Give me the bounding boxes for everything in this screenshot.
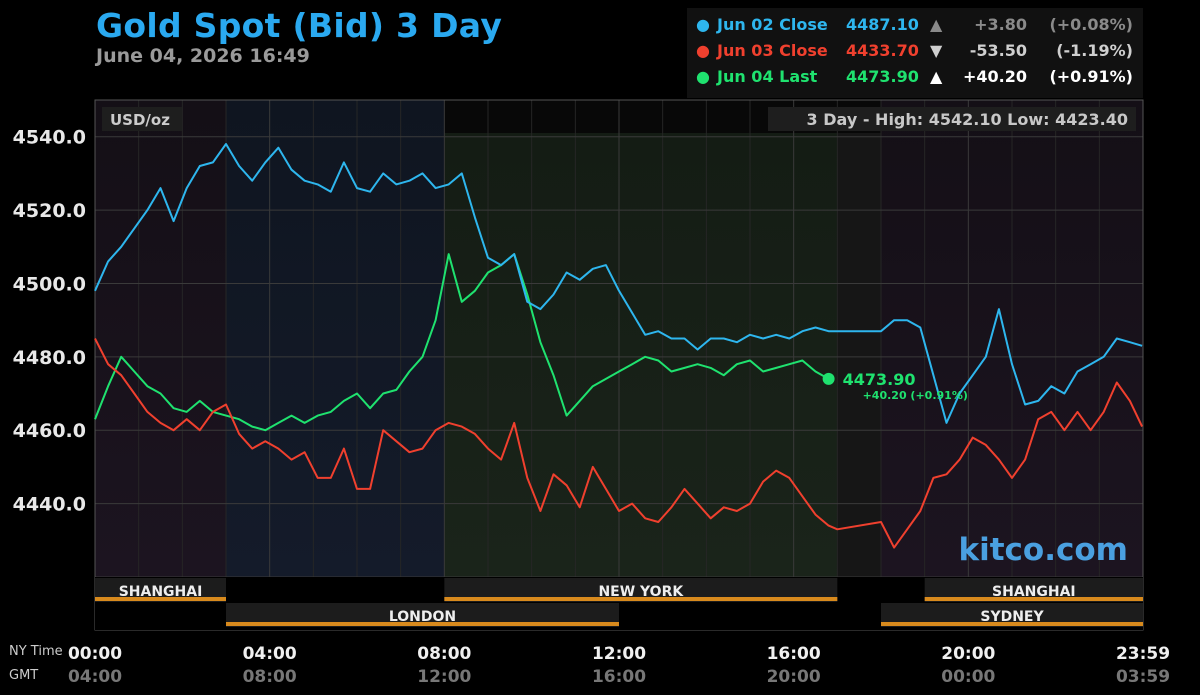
gmt-label: GMT xyxy=(9,668,38,683)
x-tick-label-gmt: 08:00 xyxy=(243,667,297,687)
legend-dot-jun04: ● xyxy=(696,67,710,86)
legend-up-arrow-icon: ▲ xyxy=(930,15,943,34)
y-tick-label: 4460.0 xyxy=(13,420,86,442)
legend-close-value: 4473.90 xyxy=(846,67,919,86)
x-tick-label-gmt: 16:00 xyxy=(592,667,646,687)
x-tick-label-ny: 08:00 xyxy=(417,644,471,664)
legend-row-jun03: ● Jun 03 Close 4433.70 ▼ -53.50 (-1.19%) xyxy=(687,41,1143,67)
legend-dot-jun03: ● xyxy=(696,41,710,60)
legend-series-name: Jun 04 Last xyxy=(717,67,818,86)
range-badge-bg xyxy=(768,107,1136,131)
y-tick-label: 4540.0 xyxy=(13,127,86,149)
chart-timestamp: June 04, 2026 16:49 xyxy=(96,45,310,67)
last-price-marker xyxy=(822,372,835,385)
x-tick-label-ny: 16:00 xyxy=(767,644,821,664)
legend-change-pct: (+0.08%) xyxy=(1049,15,1133,34)
legend-change: +40.20 xyxy=(963,67,1028,86)
legend-change: +3.80 xyxy=(974,15,1027,34)
legend-close-value: 4433.70 xyxy=(846,41,919,60)
chart-title: Gold Spot (Bid) 3 Day xyxy=(96,6,503,45)
legend-change: -53.50 xyxy=(969,41,1027,60)
session-label: NEW YORK xyxy=(598,584,684,600)
y-tick-label: 4480.0 xyxy=(13,347,86,369)
session-bar-line xyxy=(95,597,226,601)
unit-badge-bg xyxy=(102,107,182,131)
session-label: LONDON xyxy=(389,609,456,625)
session-bar-line xyxy=(444,597,838,601)
y-tick-label: 4520.0 xyxy=(13,200,86,222)
x-tick-label-gmt: 04:00 xyxy=(68,667,122,687)
x-tick-label-gmt: 12:00 xyxy=(417,667,471,687)
x-axis-labels: 00:00 04:00 04:00 08:00 08:00 12:00 12:00 16:00… xyxy=(68,644,1170,687)
x-tick-label-gmt: 03:59 xyxy=(1116,667,1170,687)
session-label: SHANGHAI xyxy=(119,584,203,600)
legend-up-arrow-icon: ▲ xyxy=(930,67,943,86)
x-tick-label-ny: 23:59 xyxy=(1116,644,1170,664)
legend-change-pct: (-1.19%) xyxy=(1056,41,1133,60)
legend-series-name: Jun 02 Close xyxy=(717,15,828,34)
x-tick-label-gmt: 00:00 xyxy=(941,667,995,687)
shanghai-band xyxy=(95,100,226,577)
closed-band xyxy=(837,133,881,577)
session-label: SHANGHAI xyxy=(992,584,1076,600)
session-bar-line xyxy=(226,622,619,626)
unit-label: USD/oz xyxy=(110,111,170,129)
y-axis-labels: 4440.0 4460.0 4480.0 4500.0 4520.0 4540.0 xyxy=(13,127,86,516)
x-tick-label-ny: 20:00 xyxy=(941,644,995,664)
x-tick-label-gmt: 20:00 xyxy=(767,667,821,687)
series-lines xyxy=(94,143,1144,549)
session-bars: SHANGHAI NEW YORK SHANGHAI LONDON SYDNEY xyxy=(95,577,1143,630)
last-price-label: 4473.90 xyxy=(843,370,916,389)
legend-series-name: Jun 03 Close xyxy=(717,41,828,60)
x-tick-label-ny: 00:00 xyxy=(68,644,122,664)
last-change-label: +40.20 (+0.91%) xyxy=(863,389,968,402)
ny-time-label: NY Time xyxy=(9,644,63,659)
legend-row-jun04: ● Jun 04 Last 4473.90 ▲ +40.20 (+0.91%) xyxy=(687,67,1143,93)
x-tick-label-ny: 12:00 xyxy=(592,644,646,664)
x-tick-label-ny: 04:00 xyxy=(243,644,297,664)
y-tick-label: 4500.0 xyxy=(13,273,86,295)
series-line-jun-02-close xyxy=(94,143,1143,424)
session-bar-line xyxy=(881,622,1143,626)
series-line-jun-03-close xyxy=(94,338,1144,549)
legend-row-jun02: ● Jun 02 Close 4487.10 ▲ +3.80 (+0.08%) xyxy=(687,15,1143,41)
range-summary: 3 Day - High: 4542.10 Low: 4423.40 xyxy=(807,110,1128,129)
kitco-watermark: kitco.com xyxy=(959,532,1129,568)
legend-dot-jun02: ● xyxy=(696,15,710,34)
legend-close-value: 4487.10 xyxy=(846,15,919,34)
session-bar-line xyxy=(924,597,1143,601)
session-label: SYDNEY xyxy=(980,609,1044,625)
legend: ● Jun 02 Close 4487.10 ▲ +3.80 (+0.08%) … xyxy=(687,8,1143,98)
legend-down-arrow-icon: ▼ xyxy=(930,41,943,60)
y-tick-label: 4440.0 xyxy=(13,494,86,516)
newyork-band xyxy=(444,133,838,577)
legend-change-pct: (+0.91%) xyxy=(1049,67,1133,86)
series-line-jun-04-last xyxy=(94,253,830,432)
